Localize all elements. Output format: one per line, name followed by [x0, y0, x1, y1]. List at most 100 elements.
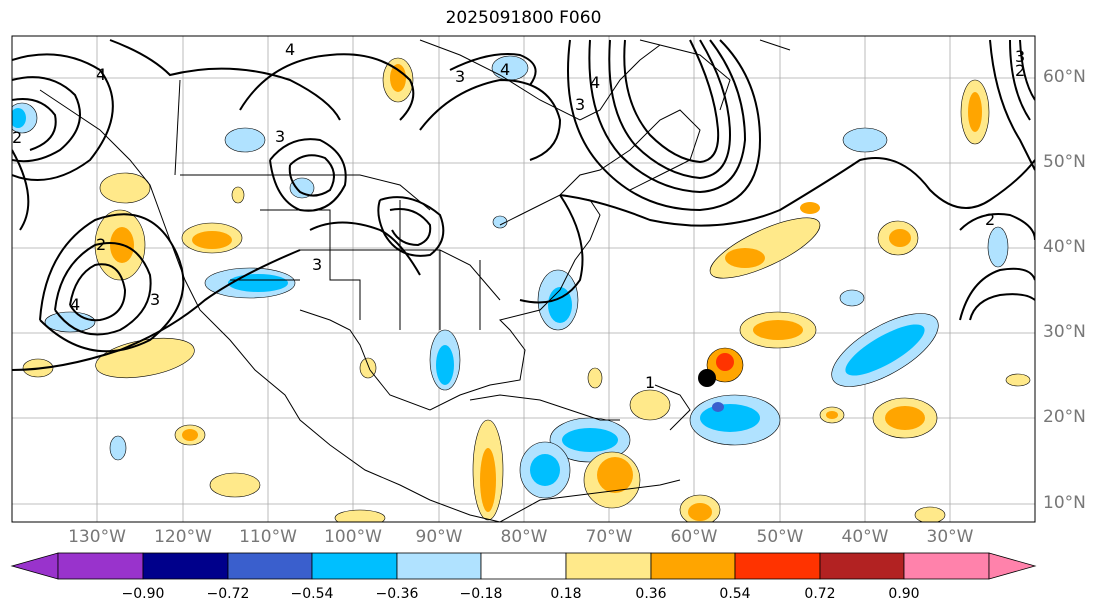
colorbar-extend-high — [988, 552, 1037, 580]
anomaly-positive — [231, 186, 245, 204]
contour-label: 4 — [500, 60, 510, 79]
contours — [12, 39, 1035, 371]
anomaly-negative — [700, 404, 760, 432]
contour-labels: 2 3 2 3 4 4 4 3 4 3 4 2 1 3 2 3 — [12, 40, 1025, 392]
anomaly-negative — [436, 345, 454, 385]
colorbar-segment — [819, 552, 905, 580]
anomaly-shading — [12, 55, 1031, 522]
anomaly-negative — [712, 402, 724, 412]
anomaly-positive — [889, 229, 911, 247]
anomaly-positive — [716, 353, 734, 371]
anomaly-positive — [914, 506, 946, 522]
colorbar-segment — [142, 552, 229, 580]
colorbar-segment — [480, 552, 567, 580]
lon-label: 50°W — [756, 527, 804, 547]
contour-label: 3 — [1015, 47, 1025, 66]
colorbar-tick-label: 0.54 — [719, 586, 751, 602]
lon-label: 110°W — [239, 527, 297, 547]
anomaly-positive — [480, 448, 496, 512]
colorbar-segment — [396, 552, 482, 580]
lon-label: 130°W — [68, 527, 126, 547]
lat-label: 20°N — [1043, 407, 1086, 427]
contour-label: 4 — [96, 65, 106, 84]
anomaly-positive — [688, 503, 712, 521]
colorbar-tick-label: −0.72 — [206, 586, 250, 602]
anomaly-negative — [12, 108, 26, 128]
anomaly-negative — [44, 311, 96, 333]
colorbar-tick-label: −0.36 — [375, 586, 419, 602]
lon-label: 100°W — [324, 527, 382, 547]
anomaly-negative — [845, 324, 925, 376]
colorbar-segment — [903, 552, 990, 580]
contour-label: 1 — [645, 373, 655, 392]
lon-label: 60°W — [670, 527, 718, 547]
anomaly-positive — [334, 509, 386, 522]
colorbar-tick-label: 0.90 — [888, 586, 920, 602]
anomaly-positive — [968, 92, 982, 132]
anomaly-positive — [885, 406, 925, 430]
anomaly-negative — [289, 177, 315, 199]
contour-label: 4 — [285, 40, 295, 59]
contour-label: 2 — [1015, 61, 1025, 80]
storm-position-dot — [698, 369, 716, 387]
anomaly-negative — [224, 127, 266, 153]
anomaly-positive — [826, 411, 838, 419]
anomaly-positive — [209, 472, 261, 498]
contour-label: 3 — [275, 127, 285, 146]
anomaly-negative — [228, 274, 288, 292]
colorbar — [10, 552, 1037, 580]
coastlines — [39, 39, 791, 522]
lat-label: 30°N — [1043, 322, 1086, 342]
anomaly-positive — [390, 64, 406, 92]
lon-label: 120°W — [154, 527, 212, 547]
colorbar-segment — [734, 552, 821, 580]
contour-label: 3 — [455, 67, 465, 86]
colorbar-extend-low — [10, 552, 59, 580]
colorbar-segment — [57, 552, 144, 580]
contour-label: 4 — [70, 295, 80, 314]
anomaly-positive — [1005, 373, 1031, 387]
contour-label: 2 — [985, 210, 995, 229]
lat-label: 10°N — [1043, 493, 1086, 513]
colorbar-tick-label: 0.72 — [804, 586, 836, 602]
colorbar-segment — [311, 552, 398, 580]
anomaly-positive — [629, 389, 671, 421]
map-frame — [11, 35, 1036, 523]
anomaly-positive — [192, 231, 232, 249]
colorbar-segment — [650, 552, 736, 580]
lat-label: 40°N — [1043, 237, 1086, 257]
anomaly-negative — [530, 454, 560, 486]
lon-label: 40°W — [841, 527, 889, 547]
lon-label: 70°W — [585, 527, 633, 547]
anomaly-negative — [562, 428, 618, 452]
colorbar-segment — [565, 552, 652, 580]
anomaly-negative — [109, 435, 127, 461]
contour-label: 2 — [96, 235, 106, 254]
anomaly-positive — [753, 320, 803, 340]
colorbar-tick-label: 0.18 — [550, 586, 582, 602]
lat-label: 50°N — [1043, 152, 1086, 172]
anomaly-positive — [597, 457, 633, 493]
anomaly-negative — [839, 289, 865, 307]
colorbar-tick-label: −0.18 — [459, 586, 503, 602]
lat-label: 60°N — [1043, 67, 1086, 87]
colorbar-tick-label: −0.90 — [121, 586, 165, 602]
contour-label: 2 — [12, 128, 22, 147]
contour-label: 3 — [150, 290, 160, 309]
contour-label: 3 — [312, 255, 322, 274]
map-gridlines — [12, 36, 1035, 522]
lon-label: 30°W — [926, 527, 974, 547]
colorbar-tick-label: −0.54 — [290, 586, 334, 602]
anomaly-positive — [725, 248, 765, 268]
colorbar-tick-label: 0.36 — [635, 586, 667, 602]
anomaly-negative — [987, 226, 1009, 268]
anomaly-positive — [800, 202, 820, 214]
lon-label: 90°W — [415, 527, 463, 547]
anomaly-negative — [842, 127, 888, 153]
contour-label: 4 — [590, 73, 600, 92]
map-title: 2025091800 F060 — [445, 8, 602, 28]
colorbar-segment — [227, 552, 313, 580]
anomaly-positive — [182, 429, 198, 441]
anomaly-positive — [587, 367, 603, 389]
